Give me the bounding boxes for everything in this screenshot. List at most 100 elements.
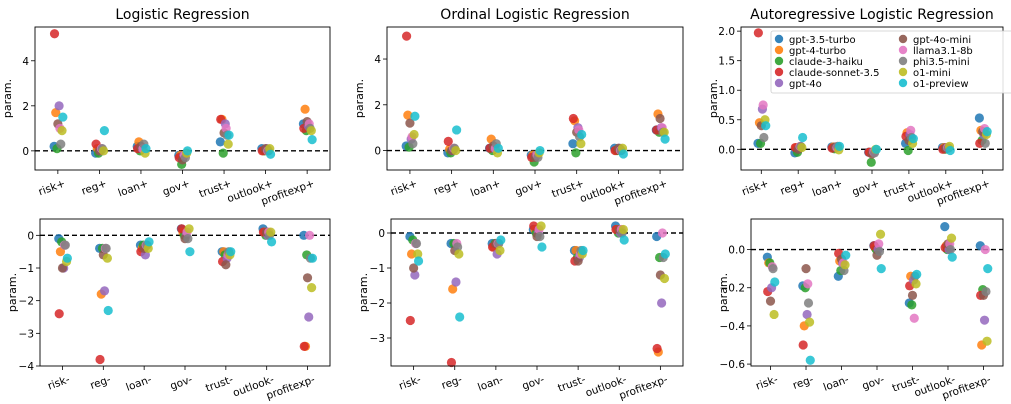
point-o1-mini-reg-	[804, 317, 815, 327]
point-gpt-4o-mini-trust-	[573, 256, 583, 266]
point-phi3.5-mini-profitexp+	[980, 138, 990, 149]
legend-marker	[898, 78, 908, 88]
point-o1-mini-risk-	[413, 249, 423, 259]
point-phi3.5-mini-reg-	[453, 242, 463, 252]
legend: gpt-3.5-turbogpt-4-turboclaude-3-haikucl…	[770, 30, 1011, 94]
y-axis-label: param.	[353, 79, 366, 118]
point-claude-sonnet-3.5-trust+	[568, 113, 578, 124]
point-o1-mini-risk+	[409, 129, 419, 140]
point-o1-mini-loan-	[495, 245, 505, 256]
x-tick-label: loan-	[822, 373, 851, 393]
point-gpt-4o-mini-trust-	[221, 260, 231, 270]
point-gpt-4o-mini-risk-	[409, 263, 419, 273]
legend-label: claude-sonnet-3.5	[789, 68, 879, 79]
point-o1-preview-loan-	[144, 237, 154, 247]
x-tick-label: loan-	[124, 373, 153, 393]
point-o1-preview-gov+	[871, 144, 882, 154]
point-phi3.5-mini-gov-	[183, 234, 193, 244]
legend-marker	[774, 45, 784, 55]
legend-frame	[770, 30, 1011, 94]
point-o1-preview-profitexp-	[307, 253, 318, 263]
point-o1-mini-profitexp-	[307, 283, 317, 293]
point-o1-mini-gov-	[875, 229, 886, 239]
point-phi3.5-mini-reg-	[803, 298, 814, 308]
panel-title: Autoregressive Logistic Regression	[750, 7, 994, 23]
point-o1-mini-reg-	[102, 253, 112, 263]
point-gpt-4o-reg-	[451, 277, 461, 287]
point-o1-preview-profitexp-	[983, 264, 993, 274]
x-tick-label: risk-	[46, 373, 72, 392]
point-o1-preview-reg+	[452, 125, 462, 135]
point-o1-mini-gov-	[536, 221, 546, 231]
x-tick-label: reg-	[791, 373, 815, 392]
x-tick-label: risk-	[754, 373, 780, 392]
point-gpt-4-turbo-reg-	[448, 284, 458, 294]
point-gpt-4o-mini-reg-	[801, 264, 811, 274]
panel-4: param.0−1−2−3−4risk-reg-loan-gov-trust-o…	[6, 218, 331, 402]
point-gpt-4o-profitexp-	[979, 315, 990, 325]
y-tick-label: −1	[19, 263, 34, 275]
point-gpt-4o-reg-	[802, 309, 812, 320]
point-claude-sonnet-3.5-risk+	[753, 28, 763, 38]
x-tick-label: loan+	[811, 178, 844, 200]
x-tick-label: gov+	[514, 178, 545, 199]
point-claude-sonnet-3.5-profitexp-	[652, 343, 662, 354]
point-claude-sonnet-3.5-risk-	[54, 309, 64, 319]
x-tick-label: risk+	[37, 178, 67, 199]
point-o1-mini-trust-	[911, 279, 921, 289]
plot-frame	[740, 26, 1004, 171]
point-o1-preview-loan+	[141, 144, 151, 154]
legend-label: gpt-3.5-turbo	[789, 35, 856, 46]
panel-1: Logistic Regression param. 0 2 4 risk+ reg+ loa…	[1, 7, 331, 208]
point-claude-sonnet-3.5-reg-	[798, 340, 808, 350]
point-phi3.5-mini-risk+	[56, 139, 66, 149]
point-o1-preview-outlook-	[947, 252, 957, 262]
point-o1-preview-loan-	[496, 235, 506, 245]
y-tick-label: 2	[374, 100, 381, 112]
point-gpt-3.5-turbo-outlook-	[940, 222, 950, 232]
y-tick-label: −1	[370, 263, 385, 275]
legend-marker	[898, 45, 908, 55]
y-tick-label: 4	[22, 56, 29, 68]
y-tick-label: −3	[19, 328, 34, 340]
point-phi3.5-mini-gov-	[874, 246, 885, 257]
legend-label: gpt-4o-mini	[913, 35, 971, 46]
point-phi3.5-mini-risk-	[60, 240, 70, 250]
x-tick-label: trust-	[556, 373, 587, 394]
point-o1-mini-trust+	[576, 139, 586, 149]
point-o1-mini-loan-	[840, 260, 850, 270]
y-tick-label: −2	[370, 298, 385, 310]
point-o1-preview-profitexp+	[307, 134, 317, 145]
y-tick-label: −0.6	[720, 359, 746, 371]
legend-marker	[898, 56, 908, 66]
x-tick-label: reg-	[440, 373, 464, 392]
point-o1-preview-risk+	[761, 121, 771, 131]
point-phi3.5-mini-risk-	[768, 264, 778, 274]
x-tick-label: gov+	[161, 178, 192, 199]
y-tick-label: 1.0	[718, 85, 735, 97]
point-o1-preview-reg-	[103, 305, 113, 316]
point-o1-preview-profitexp+	[660, 134, 670, 144]
point-phi3.5-mini-gov-	[535, 231, 545, 242]
point-o1-preview-risk-	[770, 277, 780, 287]
point-o1-mini-risk-	[769, 309, 779, 320]
x-tick-label: reg+	[432, 178, 461, 198]
y-tick-label: −0.4	[720, 321, 746, 333]
y-tick-label: −0.2	[720, 283, 746, 295]
point-o1-mini-profitexp-	[659, 273, 670, 284]
point-llama3.1-8b-reg-	[803, 279, 813, 289]
legend-label: gpt-4-turbo	[789, 46, 846, 57]
point-gpt-4o-profitexp-	[657, 298, 667, 308]
y-tick-label: 2	[22, 101, 29, 113]
point-gpt-4o-mini-trust-	[907, 290, 918, 300]
point-o1-preview-profitexp+	[982, 126, 992, 137]
point-o1-mini-profitexp-	[982, 336, 992, 346]
y-axis-label: param.	[1, 79, 14, 118]
point-gpt-4o-risk-	[410, 270, 420, 280]
point-o1-preview-reg-	[455, 312, 465, 322]
legend-marker	[898, 34, 908, 44]
legend-label: claude-3-haiku	[789, 57, 863, 68]
x-tick-label: reg-	[88, 373, 112, 392]
panel-6: param.0.0−0.2−0.4−0.6risk-reg-loan-gov-t…	[717, 218, 1004, 402]
y-tick-label: 1.5	[718, 56, 735, 68]
